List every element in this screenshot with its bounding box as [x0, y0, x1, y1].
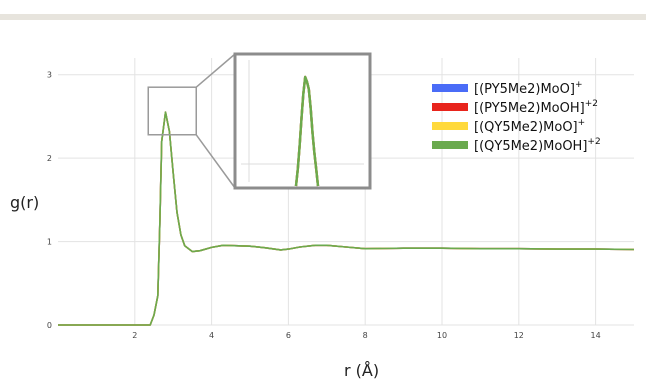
legend-label: [(QY5Me2)MoO]+ — [474, 118, 585, 135]
y-tick-label: 0 — [47, 321, 52, 330]
x-tick-label: 6 — [286, 331, 291, 340]
y-tick-label: 2 — [47, 154, 52, 163]
x-tick-label: 8 — [363, 331, 368, 340]
x-tick-labels: 2 4 6 8 10 12 14 — [132, 331, 600, 340]
legend-swatch — [432, 141, 468, 149]
legend-swatch — [432, 84, 468, 92]
x-axis-label: r (Å) — [344, 361, 379, 380]
y-tick-label: 3 — [47, 71, 52, 80]
legend-swatch — [432, 103, 468, 111]
y-axis-label: g(r) — [10, 193, 39, 212]
x-tick-label: 12 — [514, 331, 524, 340]
legend-label: [(PY5Me2)MoOH]+2 — [474, 99, 598, 116]
y-tick-label: 1 — [47, 238, 52, 247]
zoom-connector-bottom — [196, 135, 235, 188]
legend: [(PY5Me2)MoO]+ [(PY5Me2)MoOH]+2 [(QY5Me2)M… — [432, 80, 601, 154]
x-tick-label: 4 — [209, 331, 214, 340]
legend-label: [(PY5Me2)MoO]+ — [474, 80, 583, 97]
x-tick-label: 10 — [437, 331, 447, 340]
x-tick-label: 2 — [132, 331, 137, 340]
zoom-inset — [148, 54, 370, 188]
zoom-connector-top — [196, 54, 235, 87]
x-tick-label: 14 — [591, 331, 601, 340]
legend-swatch — [432, 122, 468, 130]
legend-label: [(QY5Me2)MoOH]+2 — [474, 137, 601, 154]
y-tick-labels: 0 1 2 3 — [47, 71, 52, 330]
zoom-source-box — [148, 87, 196, 135]
